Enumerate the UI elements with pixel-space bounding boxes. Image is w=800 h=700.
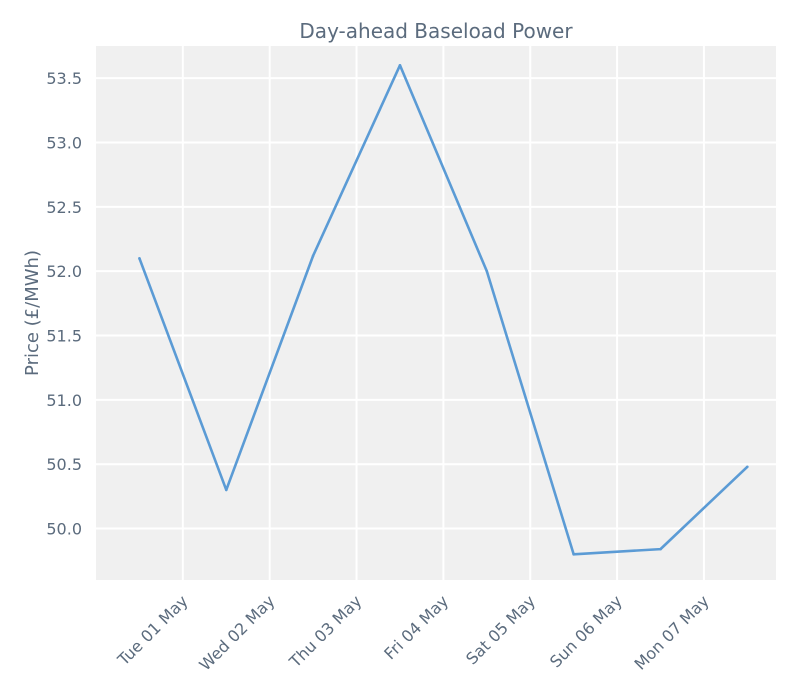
- y-axis-label: Price (£/MWh): [22, 250, 43, 376]
- data-point: [138, 257, 141, 260]
- y-tick-label: 52.5: [46, 198, 82, 217]
- grid-lines: [96, 46, 776, 580]
- data-point: [746, 465, 749, 469]
- x-tick-label: Wed 02 May: [195, 591, 278, 674]
- data-point: [224, 488, 228, 492]
- x-tick-label: Fri 04 May: [380, 591, 452, 663]
- x-tick-label: Mon 07 May: [630, 591, 712, 673]
- y-tick-label: 52.0: [46, 262, 82, 281]
- y-tick-label: 50.0: [46, 520, 82, 539]
- data-point: [398, 64, 402, 67]
- y-tick-label: 50.5: [46, 455, 82, 474]
- chart-title: Day-ahead Baseload Power: [299, 19, 573, 43]
- x-tick-label: Thu 03 May: [285, 591, 365, 671]
- y-tick-label: 51.0: [46, 391, 82, 410]
- x-tick-label: Tue 01 May: [113, 591, 191, 669]
- plot-background: [96, 46, 776, 580]
- y-tick-label: 53.0: [46, 134, 82, 153]
- data-point: [485, 269, 489, 273]
- series-group: [138, 64, 749, 556]
- y-tick-labels: 50.0 50.5 51.0 51.5 52.0 52.5 53.0 53.5: [46, 69, 82, 538]
- data-point: [311, 254, 315, 258]
- data-point: [659, 547, 662, 551]
- y-tick-label: 51.5: [46, 327, 82, 346]
- y-tick-label: 53.5: [46, 69, 82, 88]
- data-point: [572, 552, 575, 556]
- x-tick-label: Sun 06 May: [546, 591, 626, 671]
- series-line-price: [138, 64, 749, 556]
- x-tick-label: Sat 05 May: [462, 591, 539, 668]
- x-tick-labels: Tue 01 May Wed 02 May Thu 03 May Fri 04 May…: [113, 591, 713, 674]
